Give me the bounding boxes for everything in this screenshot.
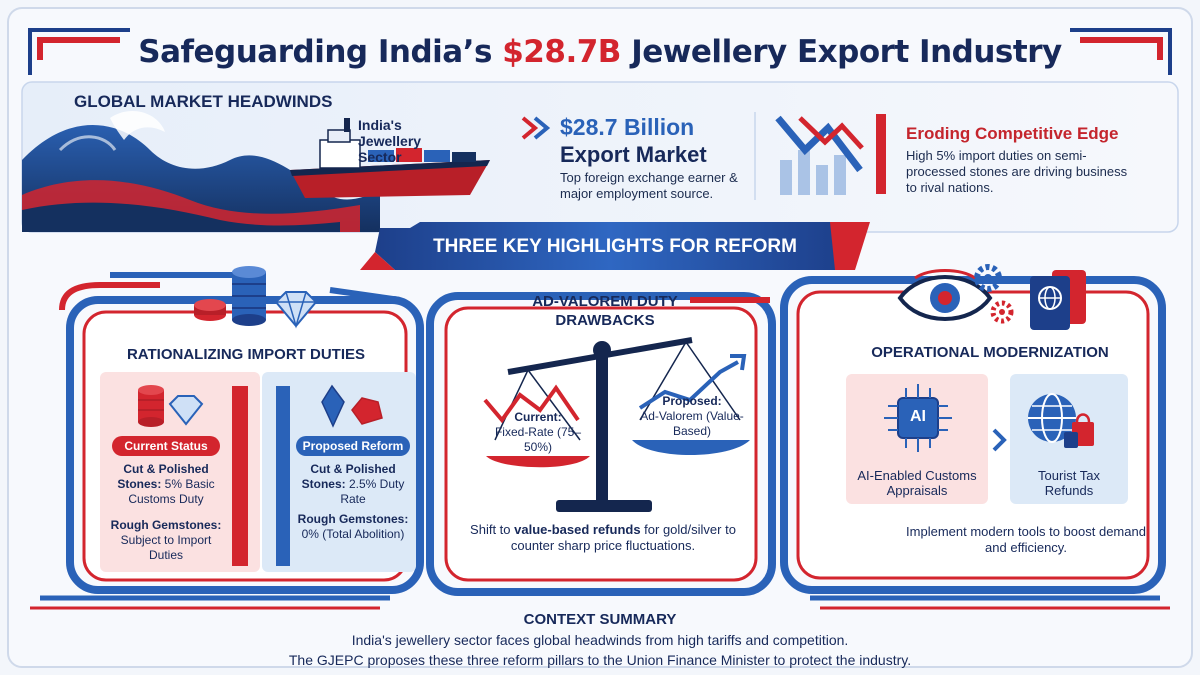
drawbacks-caption-post: for gold/silver to counter sharp price f…: [510, 522, 736, 553]
proposed-cut-polished-label: Cut & Polished Stones:: [301, 462, 396, 491]
proposed-rough-value: 0% (Total Abolition): [301, 527, 405, 541]
drawbacks-title: AD-VALOREM DUTY DRAWBACKS: [532, 293, 678, 329]
current-rate-bold: Current:: [514, 410, 562, 424]
current-rough-label: Rough Gemstones:: [110, 518, 222, 532]
diamond-icon: [274, 291, 318, 329]
eye-icon: [897, 269, 993, 321]
page-title: Safeguarding India’s $28.7B Jewellery Ex…: [0, 34, 1200, 70]
waves-icon: [22, 110, 380, 232]
export-description: Top foreign exchange earner & major empl…: [560, 170, 738, 201]
modernization-caption: Implement modern tools to boost demand a…: [906, 524, 1146, 555]
current-status-badge: Current Status: [112, 436, 220, 456]
competitive-edge-description: High 5% import duties on semi-processed …: [906, 148, 1128, 195]
proposed-cut-polished-value: 2.5% Duty Rate: [340, 477, 405, 506]
double-chevron-icon: [521, 116, 551, 140]
proposed-rough-gemstones: Rough Gemstones: 0% (Total Abolition): [294, 512, 412, 542]
proposed-rough-label: Rough Gemstones:: [297, 512, 409, 526]
context-line-1: India's jewellery sector faces global he…: [351, 632, 849, 648]
tourist-refund-label: Tourist Tax Refunds: [1038, 468, 1100, 498]
export-label: Export Market: [560, 142, 707, 167]
title-suffix: Jewellery Export Industry: [620, 34, 1062, 70]
ai-customs-label: AI-Enabled Customs Appraisals: [857, 468, 977, 498]
import-duties-title: RATIONALIZING IMPORT DUTIES: [126, 346, 366, 363]
modernization-title: OPERATIONAL MODERNIZATION: [871, 344, 1109, 361]
export-value: $28.7 Billion: [560, 114, 695, 140]
ship-icon: [290, 118, 490, 198]
competitive-edge-title: Eroding Competitive Edge: [906, 124, 1119, 143]
drawbacks-caption-pre: Shift to: [470, 522, 515, 537]
ship-label: India's Jewellery Sector: [358, 117, 422, 165]
current-rough-gemstones: Rough Gemstones: Subject to Import Dutie…: [104, 518, 228, 563]
proposed-reform-badge: Proposed Reform: [296, 436, 410, 456]
proposed-rate-label: Proposed: Ad-Valorem (Value-Based): [636, 394, 748, 439]
globe-shopping-icon: [1028, 393, 1094, 448]
current-cut-polished-label: Cut & Polished Stones:: [117, 462, 209, 491]
coins-icon: [138, 385, 164, 427]
context-title: CONTEXT SUMMARY: [523, 611, 677, 628]
ai-chip-label: AI: [910, 408, 926, 425]
title-prefix: Safeguarding India’s: [138, 34, 503, 70]
context-line-2: The GJEPC proposes these three reform pi…: [288, 652, 912, 668]
title-accent: $28.7B: [502, 34, 621, 70]
proposed-rate-bold: Proposed:: [662, 394, 722, 408]
balance-scale-icon: [483, 337, 750, 512]
drawbacks-caption-bold: value-based refunds: [514, 522, 641, 537]
current-rough-value: Subject to Import Duties: [120, 533, 212, 562]
diamond-icon: [168, 395, 204, 426]
current-rate-text: Fixed-Rate (75–50%): [494, 425, 582, 454]
declining-chart-icon: [775, 114, 886, 195]
drawbacks-caption: Shift to value-based refunds for gold/si…: [470, 522, 736, 554]
passport-icon: [1030, 270, 1086, 330]
current-cut-polished: Cut & Polished Stones: 5% Basic Customs …: [104, 462, 228, 507]
proposed-rate-text: Ad-Valorem (Value-Based): [640, 409, 744, 438]
headwinds-title: GLOBAL MARKET HEADWINDS: [74, 92, 333, 111]
gemstone-icon: [321, 384, 383, 428]
coins-icon: [194, 266, 266, 326]
current-rate-label: Current: Fixed-Rate (75–50%): [488, 410, 588, 455]
proposed-cut-polished: Cut & Polished Stones: 2.5% Duty Rate: [294, 462, 412, 507]
gears-icon: [974, 264, 1014, 324]
ai-chip-icon: [884, 384, 952, 452]
reform-banner: THREE KEY HIGHLIGHTS FOR REFORM: [433, 236, 797, 257]
current-cut-polished-value: 5% Basic Customs Duty: [128, 477, 215, 506]
